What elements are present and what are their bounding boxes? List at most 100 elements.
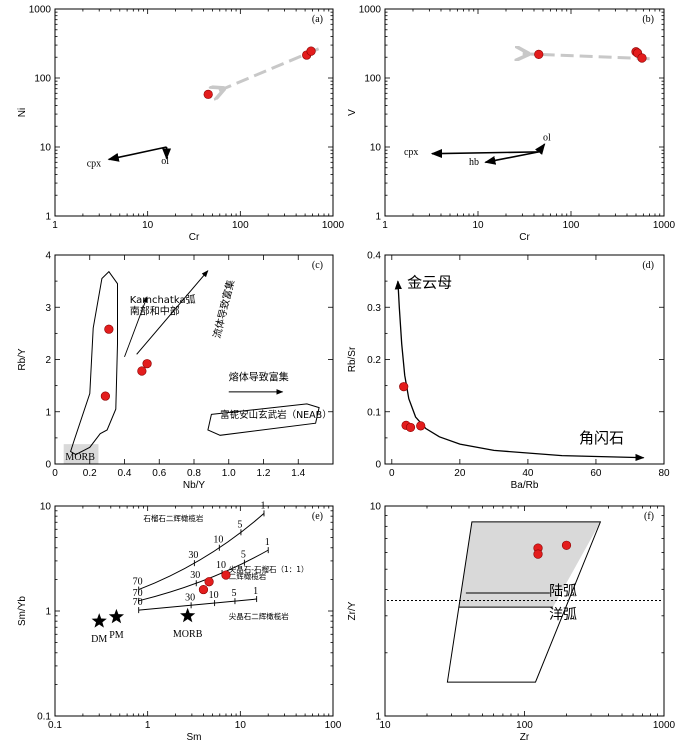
panel-label-e: (e) [312, 511, 323, 522]
y-tick-label-c: 3 [45, 303, 51, 314]
x-tick-label-c: 0.2 [83, 468, 97, 479]
melt-fraction-label: 10 [216, 560, 226, 571]
panel-label-c: (c) [312, 260, 323, 271]
y-tick-label-c: 2 [45, 355, 51, 366]
x-tick-label-a: 10 [142, 220, 154, 231]
x-tick-label-b: 1000 [653, 220, 676, 231]
y-tick-label-d: 0 [375, 460, 381, 471]
trend-arrow [522, 54, 650, 59]
y-axis-label-b: V [347, 109, 358, 116]
x-tick-label-f: 100 [516, 720, 533, 731]
melt-fraction-label: 30 [188, 550, 198, 561]
data-point-b [534, 49, 544, 59]
x-tick-label-a: 1 [52, 220, 58, 231]
kamchatka-label-2: 南部和中部 [130, 305, 180, 318]
y-tick-label-c: 4 [45, 251, 51, 262]
y-tick-label-f: 10 [370, 502, 382, 513]
panel-b: cpx ol hb 1 10 100 1000 1 10 100 1000 Cr V (b) [347, 5, 676, 244]
x-axis-label-a: Cr [189, 232, 200, 243]
data-point-f [533, 549, 543, 559]
x-axis-label-d: Ba/Rb [511, 480, 539, 491]
x-tick-label-d: 40 [522, 468, 534, 479]
fractionation-vector [484, 151, 539, 165]
data-point-c [137, 366, 147, 376]
reference-star [180, 607, 196, 623]
x-axis-label-f: Zr [520, 732, 530, 743]
data-point-e [221, 570, 231, 580]
panel-e: 70 30 10 5 1 70 30 10 5 1 70 30 10 5 1 石榴石二辉橄榄岩尖晶石-石榴石（… [17, 500, 342, 743]
y-axis-label-c: Rb/Y [17, 348, 28, 371]
melt-fraction-label: 30 [190, 570, 200, 581]
neab-label: 富铌安山玄武岩（NEAB） [220, 409, 332, 421]
y-tick-label-a: 10 [40, 143, 52, 154]
y-tick-label-d: 0.3 [367, 303, 381, 314]
y-tick-label-a: 1 [45, 212, 51, 223]
data-point-a [306, 46, 316, 56]
oceanic-arc-label: 洋弧 [549, 607, 577, 623]
y-tick-label-a: 1000 [29, 5, 52, 16]
fractionation-vector [430, 149, 539, 158]
x-tick-label-e: 0.1 [48, 720, 62, 731]
melt-label: 熔体导致富集 [229, 370, 289, 383]
x-tick-label-b: 1 [382, 220, 388, 231]
spinel-garnet-lherzolite-label-2: 二辉橄榄岩 [229, 571, 267, 581]
vector-label: cpx [87, 159, 101, 170]
x-tick-label-c: 1.4 [291, 468, 305, 479]
x-axis-label-c: Nb/Y [183, 480, 206, 491]
fractionation-vector [107, 146, 167, 162]
y-tick-label-a: 100 [34, 74, 51, 85]
data-point-d [416, 421, 426, 431]
star-label: DM [91, 634, 107, 645]
neab-field [207, 403, 320, 436]
reference-star [108, 608, 125, 624]
melting-curve-0 [138, 513, 265, 591]
y-tick-label-b: 1 [375, 212, 381, 223]
y-tick-label-d: 0.4 [367, 251, 381, 262]
y-tick-label-b: 1000 [359, 5, 382, 16]
melting-curve-2 [138, 598, 257, 611]
x-tick-label-e: 100 [325, 720, 342, 731]
melt-fraction-label: 5 [241, 550, 246, 561]
kamchatka-field [70, 270, 118, 456]
star-label: MORB [173, 629, 203, 640]
data-point-a [203, 89, 213, 99]
star-label: PM [109, 630, 124, 641]
y-tick-label-c: 0 [45, 460, 51, 471]
x-tick-label-c: 1.0 [222, 468, 236, 479]
x-axis-label-b: Cr [519, 232, 530, 243]
data-point-c [142, 359, 152, 369]
y-tick-label-d: 0.1 [367, 407, 381, 418]
data-point-f [561, 540, 572, 550]
x-tick-label-c: 1.2 [257, 468, 271, 479]
y-tick-label-e: 0.1 [37, 712, 51, 723]
melt-fraction-label: 1 [265, 537, 270, 548]
y-axis-label-d: Rb/Sr [347, 346, 358, 372]
melt-fraction-label: 5 [237, 519, 242, 530]
fluid-arrow [136, 270, 209, 355]
x-tick-label-e: 10 [235, 720, 247, 731]
fluid-label: 流体导致富集 [210, 278, 237, 339]
continental-arc-label: 陆弧 [549, 583, 577, 599]
melt-fraction-label: 1 [253, 586, 258, 597]
y-axis-label-a: Ni [17, 108, 28, 117]
x-tick-label-c: 0.6 [152, 468, 166, 479]
x-tick-label-b: 100 [563, 220, 580, 231]
data-point-d [399, 382, 409, 392]
continental-arc-field [459, 521, 601, 608]
arc-discrimination-field [446, 521, 602, 683]
vector-label: ol [161, 156, 169, 167]
y-tick-label-e: 1 [45, 607, 51, 618]
x-tick-label-a: 1000 [322, 220, 345, 231]
garnet-lherzolite-label: 石榴石二辉橄榄岩 [143, 513, 203, 523]
vector-label: hb [469, 157, 479, 168]
vector-label: cpx [404, 147, 418, 158]
panel-label-a: (a) [312, 14, 323, 25]
y-tick-label-e: 10 [40, 502, 52, 513]
x-tick-label-d: 20 [454, 468, 466, 479]
x-tick-label-b: 10 [472, 220, 484, 231]
reference-star [91, 613, 107, 628]
y-tick-label-c: 1 [45, 407, 51, 418]
x-tick-label-a: 100 [232, 220, 249, 231]
